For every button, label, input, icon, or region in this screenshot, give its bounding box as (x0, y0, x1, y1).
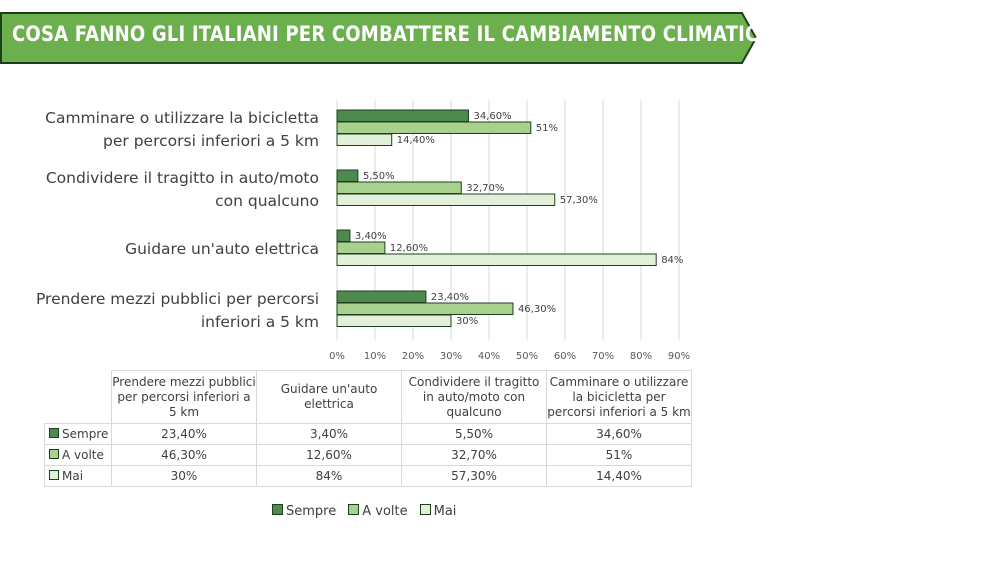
data-label: 3,40% (355, 231, 387, 242)
category-label: Guidare un'auto elettrica (125, 240, 319, 258)
chart-title: COSA FANNO GLI ITALIANI PER COMBATTERE I… (12, 22, 785, 46)
bar-mai (336, 193, 556, 206)
bar-sempre (336, 229, 351, 242)
table-cell: 5,50% (401, 423, 547, 445)
table-header: Guidare un'auto elettrica (256, 370, 402, 424)
x-tick-label: 60% (554, 351, 576, 362)
data-label: 23,40% (431, 292, 469, 303)
x-tick-label: 0% (329, 351, 345, 362)
x-tick-label: 10% (364, 351, 386, 362)
data-label: 32,70% (466, 183, 504, 194)
table-row-head: Mai (44, 465, 112, 487)
table-cell: 84% (256, 465, 402, 487)
data-table: Prendere mezzi pubblici per percorsi inf… (44, 370, 692, 487)
bar-a-volte (336, 302, 514, 315)
table-row: Mai 30% 84% 57,30% 14,40% (44, 465, 692, 487)
banner-shape (0, 12, 758, 64)
table-cell: 57,30% (401, 465, 547, 487)
x-tick-label: 20% (402, 351, 424, 362)
category-label: con qualcuno (215, 192, 319, 210)
table-cell: 3,40% (256, 423, 402, 445)
legend-swatch-a-volte (49, 449, 59, 459)
bar-mai (336, 133, 393, 146)
x-tick-label: 30% (440, 351, 462, 362)
x-tick-label: 90% (668, 351, 690, 362)
data-label: 46,30% (518, 304, 556, 315)
category-label: per percorsi inferiori a 5 km (103, 132, 319, 150)
table-cell: 12,60% (256, 444, 402, 466)
table-row-head: Sempre (44, 423, 112, 445)
legend: Sempre A volte Mai (272, 504, 456, 519)
data-label: 30% (456, 316, 478, 327)
x-tick-label: 50% (516, 351, 538, 362)
bar-sempre (336, 290, 427, 303)
category-label: Condividere il tragitto in auto/moto (46, 169, 319, 187)
category-labels: Camminare o utilizzare la bicicletta per … (36, 109, 319, 331)
table-cell: 34,60% (546, 423, 692, 445)
bar-a-volte (336, 241, 386, 254)
legend-swatch-a-volte (348, 504, 360, 515)
data-label: 34,60% (473, 111, 511, 122)
bar-mai (336, 314, 452, 327)
table-cell: 51% (546, 444, 692, 466)
category-label: Prendere mezzi pubblici per percorsi (36, 290, 319, 308)
table-header: Camminare o utilizzare la bicicletta per… (546, 370, 692, 424)
data-label: 14,40% (397, 135, 435, 146)
legend-item-mai: Mai (419, 504, 456, 519)
table-cell: 14,40% (546, 465, 692, 487)
data-labels: 34,60% 51% 14,40% 5,50% 32,70% 57,30% 3,40%12,… (355, 111, 684, 327)
table-cell: 46,30% (111, 444, 257, 466)
legend-item-sempre: Sempre (272, 504, 336, 519)
category-label: Camminare o utilizzare la bicicletta (45, 109, 319, 127)
table-row-head: A volte (44, 444, 112, 466)
title-banner (0, 12, 758, 64)
legend-swatch-mai (49, 470, 59, 480)
legend-swatch-sempre (49, 428, 59, 438)
bar-chart: 34,60% 51% 14,40% 5,50% 32,70% 57,30% 3,40%12,… (36, 100, 690, 362)
legend-item-a-volte: A volte (348, 504, 408, 519)
table-header: Prendere mezzi pubblici per percorsi inf… (111, 370, 257, 424)
bar-sempre (336, 169, 359, 182)
bar-mai (336, 253, 657, 266)
data-label: 12,60% (390, 243, 428, 254)
table-header: Condividere il tragitto in auto/moto con… (401, 370, 547, 424)
table-cell: 23,40% (111, 423, 257, 445)
x-tick-label: 40% (478, 351, 500, 362)
table-cell: 30% (111, 465, 257, 487)
bars (336, 109, 657, 327)
x-axis-ticks: 0% 10% 20% 30% 40% 50% 60% 70% 80% 90% (329, 351, 690, 362)
category-label: inferiori a 5 km (201, 313, 319, 331)
data-label: 84% (661, 255, 683, 266)
table-cell: 32,70% (401, 444, 547, 466)
x-tick-label: 70% (592, 351, 614, 362)
legend-swatch-sempre (272, 504, 283, 515)
legend-swatch-mai (419, 504, 431, 515)
bar-sempre (336, 109, 469, 122)
table-corner (44, 370, 112, 424)
table-row: A volte 46,30% 12,60% 32,70% 51% (44, 444, 692, 466)
bar-a-volte (336, 181, 462, 194)
table-row: Sempre 23,40% 3,40% 5,50% 34,60% (44, 423, 692, 445)
x-tick-label: 80% (630, 351, 652, 362)
table-header-row: Prendere mezzi pubblici per percorsi inf… (44, 370, 692, 424)
data-label: 5,50% (363, 171, 395, 182)
data-label: 51% (536, 123, 558, 134)
data-label: 57,30% (560, 195, 598, 206)
bar-a-volte (336, 121, 532, 134)
